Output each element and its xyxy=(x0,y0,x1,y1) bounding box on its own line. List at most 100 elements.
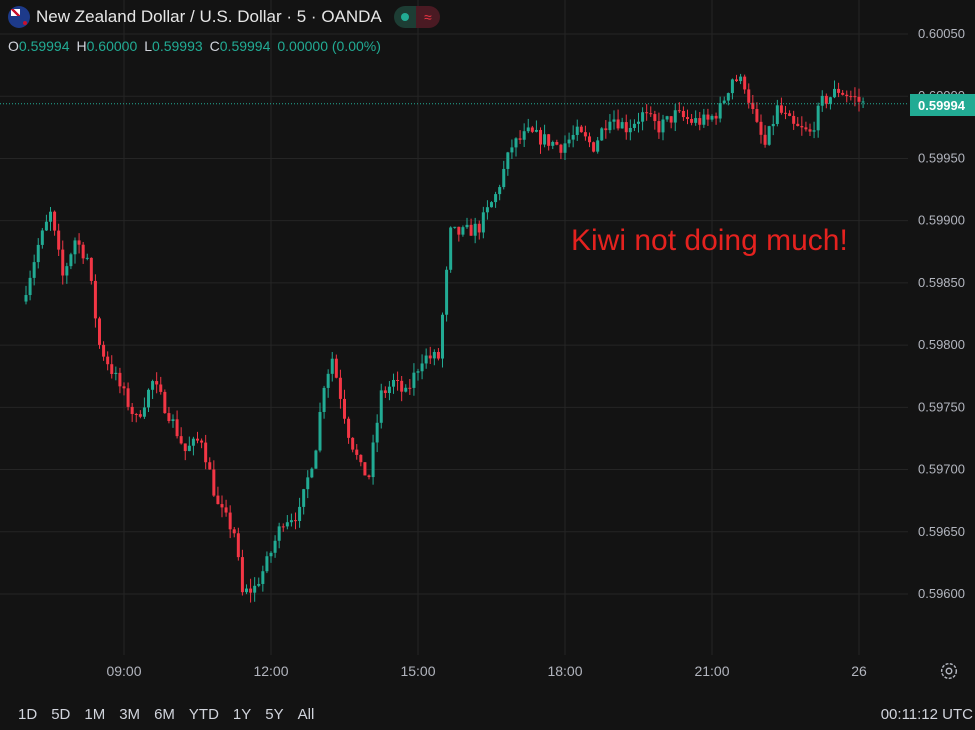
candle-body xyxy=(351,437,355,450)
range-6m[interactable]: 6M xyxy=(154,706,175,723)
candle-body xyxy=(228,512,232,530)
candle-body xyxy=(641,112,645,122)
candle-body xyxy=(583,132,587,137)
candle-body xyxy=(469,224,473,236)
candle-body xyxy=(273,540,277,553)
candle-body xyxy=(449,227,453,270)
candle-body xyxy=(592,142,596,152)
symbol-title[interactable]: New Zealand Dollar / U.S. Dollar · 5 · O… xyxy=(36,7,382,26)
candle-body xyxy=(363,462,367,476)
candle-body xyxy=(747,89,751,103)
candle-body xyxy=(796,123,800,127)
y-tick-label: 0.59600 xyxy=(918,586,965,601)
candle-body xyxy=(514,138,518,148)
candle-body xyxy=(249,588,253,593)
candle-body xyxy=(816,105,820,131)
candle-body xyxy=(706,114,710,120)
candle-body xyxy=(841,92,845,95)
range-1d[interactable]: 1D xyxy=(18,706,38,723)
candle-body xyxy=(726,93,730,101)
candle-body xyxy=(555,142,559,145)
candle-body xyxy=(800,126,804,128)
utc-clock[interactable]: 00:11:12 UTC xyxy=(880,706,973,723)
candle-body xyxy=(122,386,126,389)
candle-body xyxy=(302,489,306,507)
candle-body xyxy=(784,112,787,114)
status-pill[interactable]: ≈ xyxy=(393,6,440,28)
candle-body xyxy=(179,436,183,444)
last-price-badge: 0.59994 xyxy=(910,94,975,116)
candle-body xyxy=(837,88,841,93)
candle-body xyxy=(628,127,632,133)
candle-body xyxy=(820,95,824,106)
candle-body xyxy=(563,143,567,153)
range-1m[interactable]: 1M xyxy=(84,706,106,723)
candle-body xyxy=(98,318,101,345)
candle-body xyxy=(187,445,191,452)
candle-body xyxy=(85,257,89,259)
candle-body xyxy=(89,257,93,281)
candle-body xyxy=(196,438,199,441)
candle-body xyxy=(367,475,371,478)
candle-body xyxy=(579,126,583,133)
time-axis[interactable]: 09:00 12:00 15:00 18:00 21:00 26 xyxy=(106,663,867,679)
candle-body xyxy=(775,105,779,124)
open-value: 0.59994 xyxy=(18,38,70,54)
candle-body xyxy=(416,371,420,373)
candle-body xyxy=(245,588,248,593)
candle-body xyxy=(457,226,461,235)
candle-body xyxy=(502,168,506,188)
candle-body xyxy=(608,121,612,131)
candle-body xyxy=(155,381,159,385)
settings-icon[interactable] xyxy=(938,660,960,682)
candle-body xyxy=(355,449,359,455)
candle-body xyxy=(151,381,155,390)
range-5y[interactable]: 5Y xyxy=(265,706,284,723)
candle-body xyxy=(277,526,281,541)
candle-body xyxy=(232,529,236,534)
candle-body xyxy=(735,79,738,82)
candle-body xyxy=(530,127,534,132)
y-tick-label: 0.59650 xyxy=(918,524,965,539)
candle-body xyxy=(473,223,477,236)
wave-icon: ≈ xyxy=(415,6,440,28)
candle-body xyxy=(461,227,465,235)
range-3m[interactable]: 3M xyxy=(119,706,141,723)
candle-body xyxy=(481,212,485,233)
x-tick-label: 12:00 xyxy=(253,663,288,679)
range-ytd[interactable]: YTD xyxy=(188,706,219,723)
close-value: 0.59994 xyxy=(219,38,271,54)
price-axis[interactable]: 0.59600 0.59650 0.59700 0.59750 0.59800 0.598… xyxy=(918,26,965,601)
candle-body xyxy=(498,187,502,195)
candle-body xyxy=(57,230,61,250)
range-all[interactable]: All xyxy=(297,706,315,723)
range-5d[interactable]: 5D xyxy=(51,706,71,723)
candle-body xyxy=(118,372,122,387)
candle-body xyxy=(767,126,771,145)
candle-body xyxy=(763,134,767,145)
candle-body xyxy=(751,102,755,110)
candle-body xyxy=(759,121,763,135)
candle-body xyxy=(441,314,444,359)
candle-body xyxy=(596,140,600,152)
candle-body xyxy=(424,355,428,364)
candle-body xyxy=(102,344,106,357)
high-label: H xyxy=(76,38,87,54)
candle-body xyxy=(93,280,97,319)
candle-body xyxy=(661,119,665,133)
candle-body xyxy=(518,138,522,140)
candle-body xyxy=(686,117,689,119)
candle-body xyxy=(142,407,146,417)
candle-body xyxy=(506,152,510,169)
candle-body xyxy=(432,351,436,359)
candle-body xyxy=(65,266,69,276)
candle-body xyxy=(69,254,73,267)
x-tick-label: 15:00 xyxy=(400,663,435,679)
candle-body xyxy=(200,440,204,443)
candle-body xyxy=(792,115,796,124)
candle-body xyxy=(653,114,657,122)
range-1y[interactable]: 1Y xyxy=(232,706,252,723)
candle-body xyxy=(485,207,489,213)
candle-body xyxy=(637,121,640,124)
